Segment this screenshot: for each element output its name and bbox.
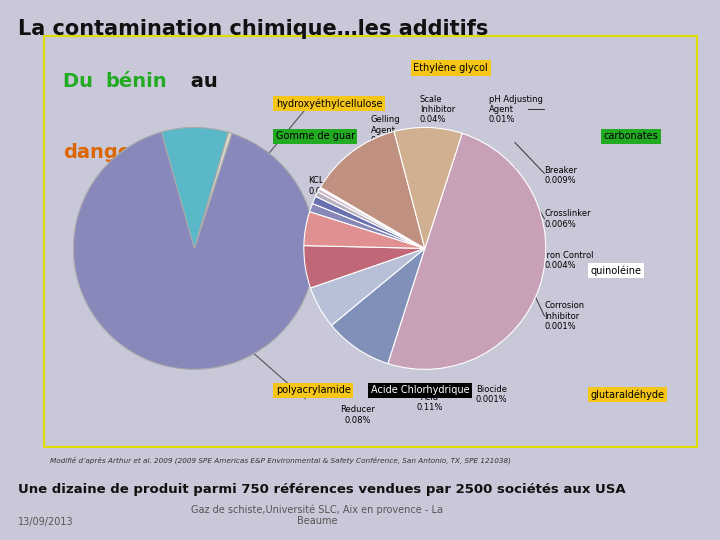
- Text: Gelling
Agent
0.05%: Gelling Agent 0.05%: [371, 115, 400, 145]
- Wedge shape: [388, 133, 546, 369]
- Text: Reducer
0.08%: Reducer 0.08%: [341, 406, 375, 425]
- Text: Ethylène glycol: Ethylène glycol: [413, 63, 488, 73]
- Wedge shape: [310, 204, 425, 248]
- Text: Une dizaine de produit parmi 750 références vendues par 2500 sociétés aux USA: Une dizaine de produit parmi 750 référen…: [18, 483, 626, 496]
- Text: Corrosion
Inhibitor
0.001%: Corrosion Inhibitor 0.001%: [544, 301, 585, 331]
- Text: quinoléine: quinoléine: [590, 265, 642, 276]
- Wedge shape: [320, 131, 425, 248]
- Text: Other
0.44%: Other 0.44%: [315, 259, 341, 278]
- Wedge shape: [315, 192, 425, 248]
- Wedge shape: [320, 187, 425, 248]
- Text: La contamination chimique…les additifs: La contamination chimique…les additifs: [18, 19, 488, 39]
- Text: polyacrylamide: polyacrylamide: [276, 386, 351, 395]
- Text: Modifié d’après Arthur et al. 2009 (2009 SPE Americas E&P Environmental & Safety: Modifié d’après Arthur et al. 2009 (2009…: [50, 456, 511, 464]
- Text: Surfactant
0.08%: Surfactant 0.08%: [309, 213, 352, 233]
- Text: Sand
8.95%: Sand 8.95%: [233, 201, 260, 220]
- Text: hydroxyéthylcellulose: hydroxyéthylcellulose: [276, 98, 382, 109]
- Text: Iron Control
0.004%: Iron Control 0.004%: [544, 251, 594, 270]
- Wedge shape: [194, 132, 232, 248]
- Text: Water
90.6%: Water 90.6%: [114, 281, 143, 301]
- Text: Acid
0.11%: Acid 0.11%: [417, 393, 443, 413]
- Text: dangereux: dangereux: [63, 143, 181, 161]
- Text: 13/09/2013: 13/09/2013: [18, 516, 73, 526]
- Text: Acide Chlorhydrique: Acide Chlorhydrique: [371, 386, 469, 395]
- Wedge shape: [318, 189, 425, 248]
- Text: bénin: bénin: [105, 72, 167, 91]
- Wedge shape: [331, 248, 425, 363]
- Wedge shape: [312, 197, 425, 248]
- Text: KCL
0.05%: KCL 0.05%: [309, 176, 335, 195]
- Text: Biocide
0.001%: Biocide 0.001%: [476, 385, 508, 404]
- Text: Gaz de schiste,Université SLC, Aix en provence - La
Beaume: Gaz de schiste,Université SLC, Aix en pr…: [191, 504, 443, 526]
- Text: Du: Du: [63, 72, 99, 91]
- Wedge shape: [304, 246, 425, 288]
- Text: isopropanol: isopropanol: [276, 233, 333, 242]
- Text: Breaker
0.009%: Breaker 0.009%: [544, 166, 577, 185]
- Wedge shape: [304, 212, 425, 248]
- Text: Scale
Inhibitor
0.04%: Scale Inhibitor 0.04%: [420, 94, 455, 124]
- Wedge shape: [320, 188, 425, 248]
- Wedge shape: [310, 248, 425, 326]
- Text: glutaraldéhyde: glutaraldéhyde: [590, 389, 665, 400]
- Text: sables: sables: [227, 181, 258, 191]
- Text: pH Adjusting
Agent
0.01%: pH Adjusting Agent 0.01%: [489, 94, 543, 124]
- Wedge shape: [394, 127, 462, 248]
- Wedge shape: [161, 127, 228, 248]
- Wedge shape: [73, 132, 315, 369]
- Text: au: au: [184, 72, 218, 91]
- Text: Crosslinker
0.006%: Crosslinker 0.006%: [544, 209, 591, 228]
- Text: Gomme de guar: Gomme de guar: [276, 131, 355, 141]
- Text: Water
90.6%: Water 90.6%: [112, 280, 151, 302]
- Text: carbonates: carbonates: [603, 131, 658, 141]
